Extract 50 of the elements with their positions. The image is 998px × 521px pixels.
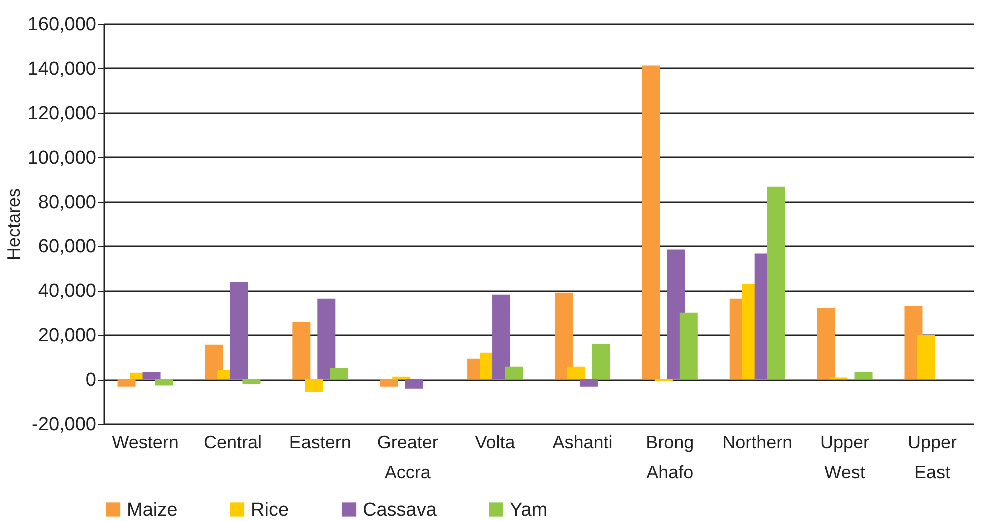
bar <box>817 308 836 380</box>
bar <box>554 292 573 380</box>
x-tick-label: Northern <box>722 432 793 452</box>
bar <box>318 298 336 380</box>
bar <box>767 186 786 380</box>
bar <box>230 282 248 380</box>
bar <box>567 366 586 380</box>
bar <box>392 376 411 380</box>
y-tick-label: 0 <box>86 370 96 392</box>
bar <box>330 368 348 380</box>
y-tick-label: 40,000 <box>38 281 96 302</box>
x-tick-label: Upper West <box>820 432 870 482</box>
bar <box>242 380 261 384</box>
y-tick-label: 100,000 <box>28 148 96 169</box>
legend-label: Cassava <box>363 500 438 521</box>
y-tick-label: 120,000 <box>28 103 96 124</box>
x-tick-label: Greater Accra <box>377 432 438 482</box>
x-tick-label: Upper East <box>908 432 957 482</box>
y-tick-label: 80,000 <box>38 192 96 214</box>
legend-label: Rice <box>251 500 290 521</box>
legend-label: Yam <box>510 500 548 521</box>
y-tick-label: -20,000 <box>32 414 96 436</box>
bar <box>917 335 936 380</box>
bar <box>854 372 873 380</box>
x-tick-label: Volta <box>475 432 516 452</box>
x-tick-label: Eastern <box>289 432 352 452</box>
bar <box>205 344 224 380</box>
x-tick-label: Western <box>112 432 179 452</box>
bar <box>380 380 398 387</box>
legend-label: Maize <box>127 500 178 521</box>
y-tick-label: 140,000 <box>28 58 96 80</box>
x-tick-label: Central <box>204 432 262 452</box>
bar <box>155 380 174 386</box>
y-tick-label: 160,000 <box>28 14 96 36</box>
bar <box>118 380 136 387</box>
y-tick-label: 60,000 <box>38 236 96 258</box>
bar <box>142 372 161 380</box>
bar <box>642 66 660 380</box>
bar <box>505 366 524 380</box>
bar <box>305 380 324 392</box>
x-tick-label: Ashanti <box>552 432 613 452</box>
y-tick-label: 20,000 <box>38 326 96 347</box>
x-tick-label: Brong Ahafo <box>646 432 694 482</box>
bar <box>292 322 311 380</box>
bar <box>405 380 424 389</box>
bar <box>492 294 511 380</box>
bar <box>580 380 598 387</box>
bar <box>680 312 698 380</box>
bar <box>592 344 610 380</box>
y-axis-title: Hectares <box>4 188 24 261</box>
